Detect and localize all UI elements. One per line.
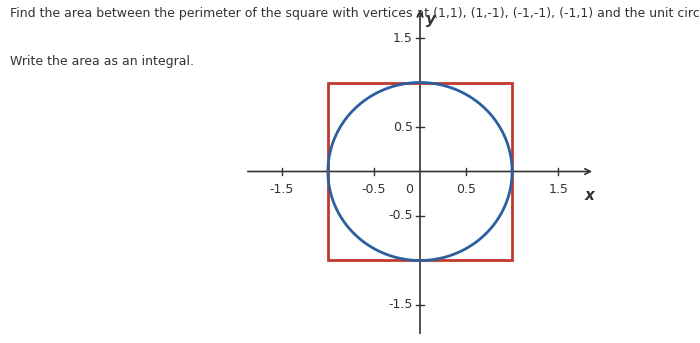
- Text: Find the area between the perimeter of the square with vertices at (1,1), (1,-1): Find the area between the perimeter of t…: [10, 7, 700, 20]
- Text: 1.5: 1.5: [548, 183, 568, 196]
- Text: x: x: [584, 188, 595, 202]
- Text: 1.5: 1.5: [393, 32, 412, 45]
- Text: 0: 0: [405, 183, 412, 196]
- Text: 0.5: 0.5: [456, 183, 476, 196]
- Text: -0.5: -0.5: [362, 183, 386, 196]
- Text: y: y: [426, 12, 436, 27]
- Text: -1.5: -1.5: [389, 298, 412, 311]
- Text: -0.5: -0.5: [388, 210, 412, 223]
- Bar: [328, 83, 512, 260]
- Text: -1.5: -1.5: [270, 183, 294, 196]
- Text: 0.5: 0.5: [393, 120, 412, 133]
- Text: Write the area as an integral.: Write the area as an integral.: [10, 55, 195, 68]
